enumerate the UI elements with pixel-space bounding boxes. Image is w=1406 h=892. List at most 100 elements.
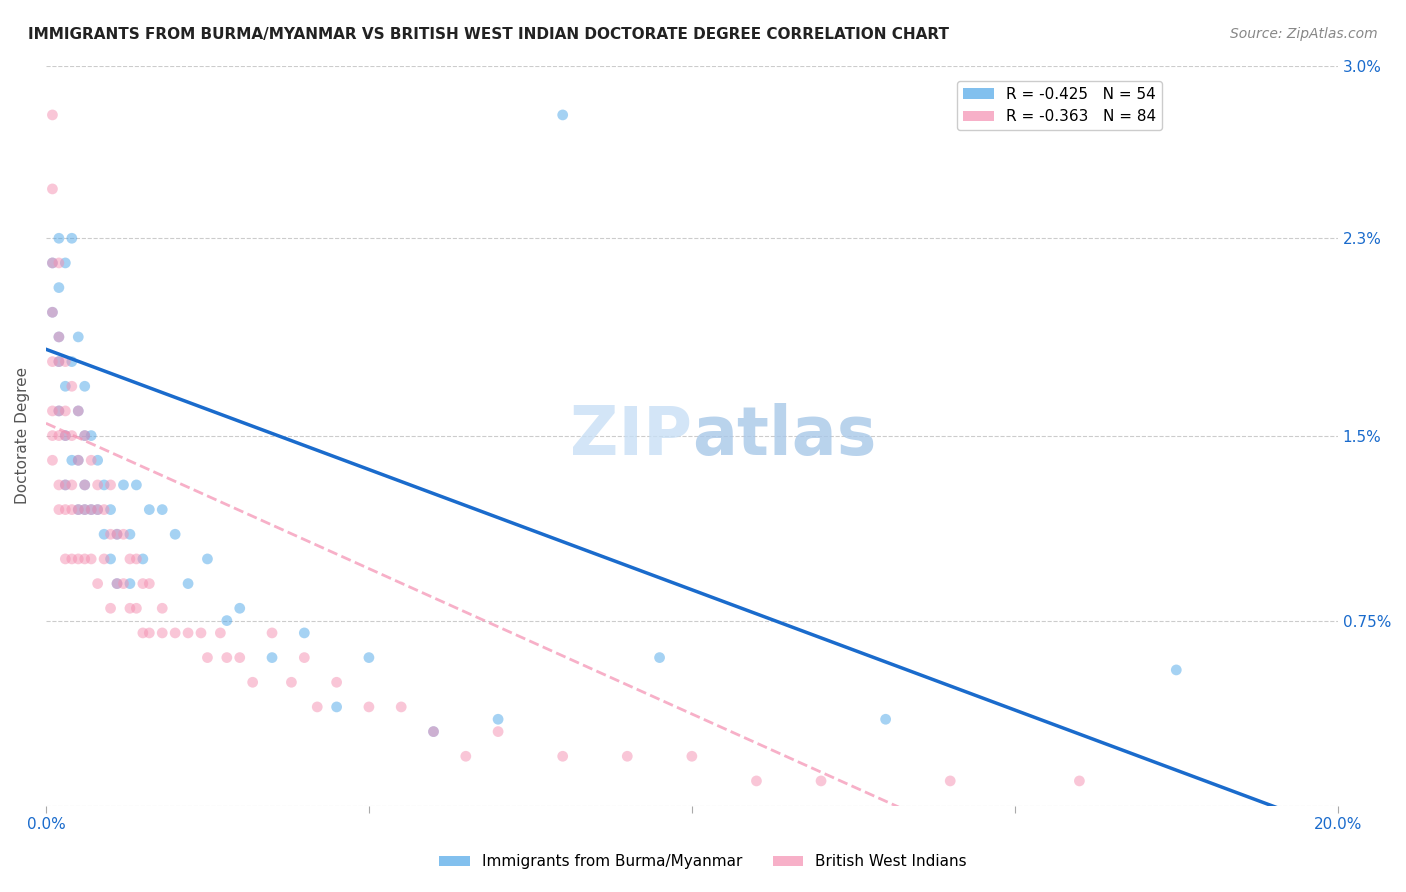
Point	[357, 700, 380, 714]
Point	[67, 330, 90, 344]
Text: IMMIGRANTS FROM BURMA/MYANMAR VS BRITISH WEST INDIAN DOCTORATE DEGREE CORRELATIO: IMMIGRANTS FROM BURMA/MYANMAR VS BRITISH…	[28, 27, 949, 42]
Point	[48, 256, 70, 270]
Point	[307, 700, 329, 714]
Point	[60, 453, 83, 467]
Point	[73, 502, 96, 516]
Point	[41, 256, 63, 270]
Point	[53, 354, 76, 368]
Point	[67, 404, 90, 418]
Point	[53, 502, 76, 516]
Point	[292, 650, 315, 665]
Point	[125, 552, 148, 566]
Point	[138, 576, 160, 591]
Point	[125, 601, 148, 615]
Point	[86, 502, 108, 516]
Point	[118, 601, 141, 615]
Point	[242, 675, 264, 690]
Point	[53, 552, 76, 566]
Point	[422, 724, 444, 739]
Point	[280, 675, 302, 690]
Point	[125, 478, 148, 492]
Point	[80, 453, 103, 467]
Point	[112, 527, 135, 541]
Y-axis label: Doctorate Degree: Doctorate Degree	[15, 367, 30, 504]
Point	[105, 576, 128, 591]
Point	[112, 478, 135, 492]
Point	[60, 428, 83, 442]
Point	[454, 749, 477, 764]
Point	[138, 626, 160, 640]
Point	[422, 724, 444, 739]
Point	[48, 330, 70, 344]
Point	[1166, 663, 1188, 677]
Point	[80, 502, 103, 516]
Point	[41, 453, 63, 467]
Point	[41, 354, 63, 368]
Point	[48, 502, 70, 516]
Point	[150, 601, 173, 615]
Point	[325, 700, 347, 714]
Point	[86, 453, 108, 467]
Point	[616, 749, 638, 764]
Point	[229, 650, 252, 665]
Point	[48, 354, 70, 368]
Point	[73, 428, 96, 442]
Point	[60, 354, 83, 368]
Point	[150, 502, 173, 516]
Point	[875, 712, 897, 726]
Point	[80, 428, 103, 442]
Point	[53, 478, 76, 492]
Point	[53, 256, 76, 270]
Point	[73, 428, 96, 442]
Point	[118, 576, 141, 591]
Point	[215, 614, 238, 628]
Point	[60, 502, 83, 516]
Point	[292, 626, 315, 640]
Point	[939, 773, 962, 788]
Point	[118, 527, 141, 541]
Point	[260, 626, 283, 640]
Point	[260, 650, 283, 665]
Point	[105, 576, 128, 591]
Point	[165, 626, 187, 640]
Point	[80, 552, 103, 566]
Point	[93, 478, 115, 492]
Point	[100, 502, 122, 516]
Point	[48, 404, 70, 418]
Point	[93, 527, 115, 541]
Point	[67, 404, 90, 418]
Point	[486, 724, 509, 739]
Point	[67, 552, 90, 566]
Point	[53, 379, 76, 393]
Point	[73, 502, 96, 516]
Text: ZIP: ZIP	[569, 402, 692, 468]
Point	[551, 749, 574, 764]
Legend: Immigrants from Burma/Myanmar, British West Indians: Immigrants from Burma/Myanmar, British W…	[433, 848, 973, 875]
Point	[190, 626, 212, 640]
Point	[138, 502, 160, 516]
Point	[53, 478, 76, 492]
Point	[93, 552, 115, 566]
Point	[86, 576, 108, 591]
Point	[197, 650, 219, 665]
Point	[48, 354, 70, 368]
Point	[53, 404, 76, 418]
Point	[86, 478, 108, 492]
Point	[177, 576, 200, 591]
Point	[80, 502, 103, 516]
Point	[53, 428, 76, 442]
Point	[48, 404, 70, 418]
Point	[177, 626, 200, 640]
Point	[67, 453, 90, 467]
Point	[41, 108, 63, 122]
Point	[229, 601, 252, 615]
Point	[41, 305, 63, 319]
Point	[1069, 773, 1091, 788]
Point	[197, 552, 219, 566]
Point	[209, 626, 232, 640]
Point	[112, 576, 135, 591]
Point	[165, 527, 187, 541]
Point	[73, 478, 96, 492]
Point	[551, 108, 574, 122]
Point	[41, 404, 63, 418]
